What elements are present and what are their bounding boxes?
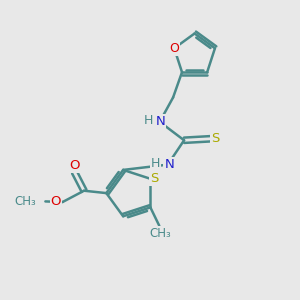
Text: H: H	[144, 114, 153, 127]
Text: O: O	[51, 195, 61, 208]
Text: N: N	[164, 158, 174, 171]
Text: S: S	[150, 172, 158, 185]
Text: CH₃: CH₃	[149, 227, 171, 240]
Text: CH₃: CH₃	[14, 195, 36, 208]
Text: O: O	[169, 42, 179, 55]
Text: H: H	[151, 157, 160, 170]
Text: N: N	[155, 115, 165, 128]
Text: S: S	[212, 132, 220, 145]
Text: O: O	[69, 159, 80, 172]
